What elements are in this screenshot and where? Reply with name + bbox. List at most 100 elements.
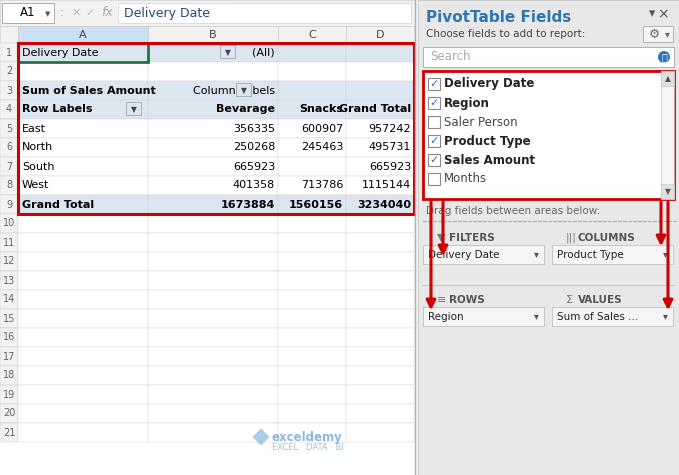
Bar [18,290,148,309]
Text: Months: Months [444,172,487,186]
Bar [148,100,278,119]
Text: 20: 20 [3,408,15,418]
Text: 1673884: 1673884 [221,200,275,209]
Bar [643,26,673,42]
Bar [0,252,18,271]
Text: Search: Search [430,50,471,64]
Text: ✕: ✕ [71,8,81,18]
Text: West: West [22,180,50,190]
Bar [220,45,235,58]
Bar [346,138,414,157]
Bar [18,176,148,195]
Bar [346,176,414,195]
Text: D: D [375,29,384,39]
Bar [0,271,18,290]
Bar [18,404,148,423]
Bar [18,43,414,214]
Text: ▼: ▼ [225,48,230,57]
Bar [346,309,414,328]
Text: ×: × [657,7,669,21]
Bar [346,347,414,366]
Text: VALUES: VALUES [578,295,623,305]
Text: 665923: 665923 [233,162,275,171]
Bar [0,138,18,157]
Text: Delivery Date: Delivery Date [428,249,500,259]
Text: Sum of Sales ...: Sum of Sales ... [557,312,638,322]
Text: South: South [22,162,54,171]
Bar [148,157,278,176]
Bar [278,252,346,271]
Text: 356335: 356335 [233,124,275,133]
Text: Row Labels: Row Labels [22,104,92,114]
Bar [346,26,414,43]
Bar [0,328,18,347]
Text: ✓: ✓ [429,98,439,108]
Bar [148,195,278,214]
Bar [148,309,278,328]
Text: 15: 15 [3,314,15,323]
Text: B: B [209,29,217,39]
Bar [423,47,674,67]
Bar [418,0,679,475]
Bar [552,307,673,326]
Text: 19: 19 [3,390,15,399]
Text: ≡: ≡ [437,295,446,305]
Bar [661,71,674,86]
Text: 14: 14 [3,294,15,304]
Bar [18,328,148,347]
Text: 2: 2 [6,66,12,76]
Bar [346,404,414,423]
Bar [0,195,18,214]
Text: 600907: 600907 [301,124,343,133]
Bar [126,102,141,115]
Text: 957242: 957242 [369,124,411,133]
Bar [346,157,414,176]
Text: ▾: ▾ [665,29,669,39]
Bar [278,81,346,100]
Text: 1115144: 1115144 [362,180,411,190]
Text: 3234040: 3234040 [357,200,411,209]
Bar [0,404,18,423]
Bar [18,138,148,157]
Bar [346,252,414,271]
Text: exceldemy: exceldemy [272,430,343,444]
Bar [423,307,544,326]
Bar [148,138,278,157]
Bar [278,347,346,366]
Bar [18,233,148,252]
Bar [278,214,346,233]
Bar [278,176,346,195]
Bar [18,100,148,119]
Bar [278,366,346,385]
Text: |||: ||| [566,233,577,243]
Text: PivotTable Fields: PivotTable Fields [426,10,571,26]
Text: Choose fields to add to report:: Choose fields to add to report: [426,29,585,39]
Bar [278,404,346,423]
Bar [0,233,18,252]
Text: A1: A1 [20,7,36,19]
Text: ▲: ▲ [665,74,670,83]
Text: 11: 11 [3,238,15,247]
Bar [0,62,18,81]
Text: Region: Region [428,312,464,322]
Text: Delivery Date: Delivery Date [124,7,210,19]
Bar [278,138,346,157]
Bar [148,366,278,385]
Bar [148,214,278,233]
Bar [18,385,148,404]
Bar [661,71,674,199]
Text: 495731: 495731 [369,142,411,152]
Bar [0,176,18,195]
Bar [18,195,148,214]
Text: 9: 9 [6,200,12,209]
Bar [0,290,18,309]
Text: ▼: ▼ [240,86,246,95]
Circle shape [658,51,670,63]
Bar [0,347,18,366]
Text: ▾: ▾ [534,249,538,259]
Bar [428,78,440,90]
Bar [346,271,414,290]
Text: 401358: 401358 [233,180,275,190]
Bar [346,385,414,404]
Text: (All): (All) [253,48,275,57]
